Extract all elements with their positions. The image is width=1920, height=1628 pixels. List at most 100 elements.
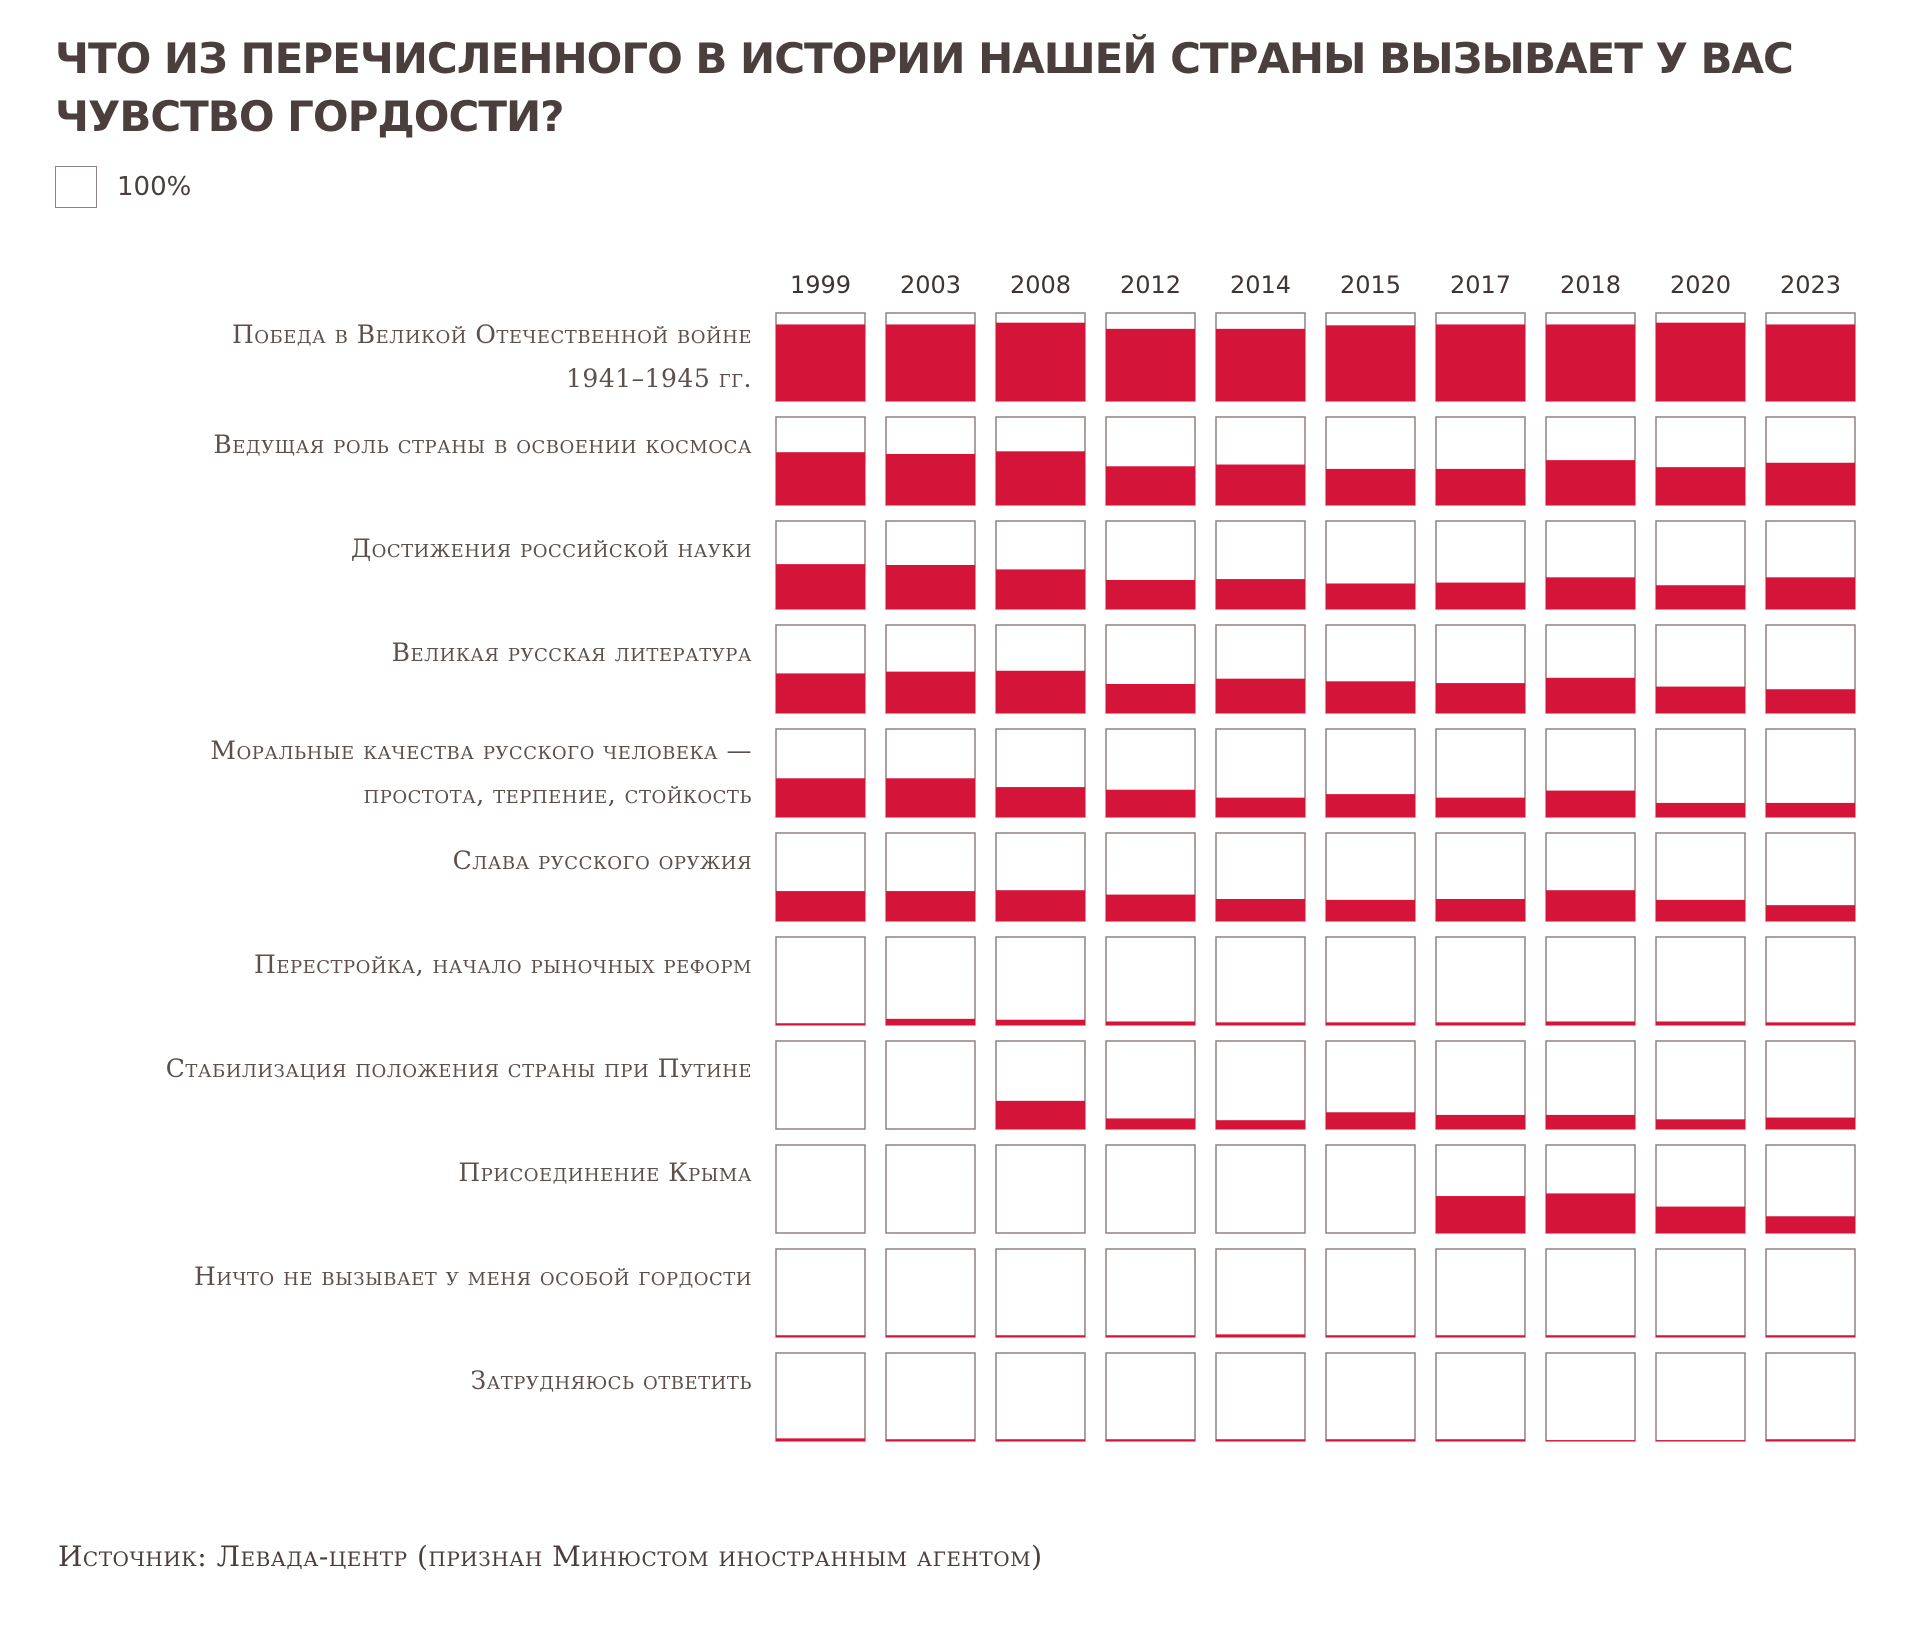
cell-fill <box>1106 789 1195 817</box>
row-label: Моральные качества русского человека — <box>210 736 752 765</box>
cell-fill <box>886 891 975 921</box>
year-label: 2014 <box>1230 271 1291 299</box>
cell-fill <box>1216 1334 1305 1337</box>
cell-fill <box>1546 577 1635 609</box>
cell-frame <box>1765 1040 1856 1130</box>
cell-fill <box>1326 1335 1415 1337</box>
cell-fill <box>1216 579 1305 609</box>
cell-fill <box>1436 1335 1525 1337</box>
cell-fill <box>996 890 1085 921</box>
cell-fill <box>1436 683 1525 713</box>
cell-frame <box>1765 1248 1856 1338</box>
cell-frame <box>885 1144 976 1234</box>
cell-frame <box>1105 936 1196 1026</box>
cell-fill <box>1656 1119 1745 1129</box>
cell-fill <box>1106 579 1195 609</box>
cell-fill <box>1656 899 1745 921</box>
cell-fill <box>1326 681 1415 713</box>
cell-frame <box>1765 936 1856 1026</box>
cell-fill <box>1766 905 1855 921</box>
cell-fill <box>996 451 1085 505</box>
cell-fill <box>776 1023 865 1025</box>
cell-fill <box>1546 1335 1635 1337</box>
cell-fill <box>1546 890 1635 921</box>
cell-frame <box>1325 1144 1416 1234</box>
cell-fill <box>1436 1114 1525 1129</box>
cell-frame <box>1435 1352 1526 1442</box>
cell-frame <box>1765 728 1856 818</box>
row-label: Ведущая роль страны в освоении космоса <box>213 430 752 459</box>
cell-fill <box>1326 583 1415 609</box>
cell-fill <box>1436 797 1525 817</box>
cell-fill <box>1766 577 1855 609</box>
cell-frame <box>775 936 866 1026</box>
row-label: Затрудняюсь ответить <box>471 1366 753 1395</box>
cell-fill <box>1326 468 1415 505</box>
cell-fill <box>1656 1440 1745 1441</box>
cell-fill <box>1436 582 1525 609</box>
cell-fill <box>1216 1439 1305 1441</box>
row-label: Слава русского оружия <box>453 846 752 875</box>
cell-fill <box>1436 324 1525 401</box>
cell-frame <box>1655 1352 1746 1442</box>
cell-frame <box>1215 1248 1306 1338</box>
cell-fill <box>886 778 975 817</box>
cell-frame <box>1215 1352 1306 1442</box>
row-label: Перестройка, начало рыночных реформ <box>254 950 752 979</box>
cell-frame <box>885 1040 976 1130</box>
cell-fill <box>1106 1021 1195 1025</box>
cell-fill <box>1436 1196 1525 1233</box>
year-label: 2018 <box>1560 271 1621 299</box>
cell-frame <box>775 1352 866 1442</box>
cell-fill <box>1106 683 1195 713</box>
cell-fill <box>1766 1439 1855 1441</box>
cell-frame <box>1435 936 1526 1026</box>
cell-fill <box>996 1439 1085 1441</box>
cell-fill <box>1546 324 1635 401</box>
cell-frame <box>1105 1248 1196 1338</box>
cell-fill <box>886 453 975 505</box>
cell-frame <box>775 1144 866 1234</box>
row-label: Победа в Великой Отечественной войне <box>232 320 752 349</box>
year-label: 2020 <box>1670 271 1731 299</box>
cell-fill <box>1546 460 1635 505</box>
cell-fill <box>1656 467 1745 505</box>
cell-fill <box>1546 1114 1635 1129</box>
cell-frame <box>1105 1352 1196 1442</box>
cell-fill <box>1436 1439 1525 1441</box>
cell-frame <box>885 936 976 1026</box>
cell-frame <box>1105 1144 1196 1234</box>
row-label: простота, терпение, стойкость <box>364 780 752 809</box>
cell-frame <box>1655 1248 1746 1338</box>
cell-fill <box>1546 1193 1635 1233</box>
cell-fill <box>1766 1216 1855 1233</box>
cell-fill <box>1766 1335 1855 1337</box>
cell-fill <box>776 1438 865 1441</box>
cell-fill <box>776 452 865 505</box>
cell-fill <box>1766 689 1855 713</box>
cell-fill <box>1656 585 1745 609</box>
cell-fill <box>1216 1120 1305 1129</box>
page-title: Что из перечисленного в истории нашей ст… <box>55 34 1794 141</box>
row-label: Стабилизация положения страны при Путине <box>166 1054 752 1083</box>
year-label: 2015 <box>1340 271 1401 299</box>
cell-frame <box>1215 1144 1306 1234</box>
cell-fill <box>886 565 975 609</box>
year-label: 2003 <box>900 271 961 299</box>
cell-frame <box>1545 1248 1636 1338</box>
cell-fill <box>1106 1335 1195 1337</box>
cell-fill <box>1656 1206 1745 1233</box>
cell-frame <box>1325 1248 1416 1338</box>
cell-fill <box>776 324 865 401</box>
cell-fill <box>1766 324 1855 401</box>
cell-fill <box>1436 1022 1525 1025</box>
cell-fill <box>1216 328 1305 401</box>
cell-fill <box>1656 686 1745 713</box>
cell-fill <box>1216 797 1305 817</box>
cell-fill <box>1216 1022 1305 1025</box>
cell-frame <box>995 1144 1086 1234</box>
cell-frame <box>1325 936 1416 1026</box>
cell-fill <box>1766 1022 1855 1025</box>
cell-fill <box>1546 677 1635 713</box>
